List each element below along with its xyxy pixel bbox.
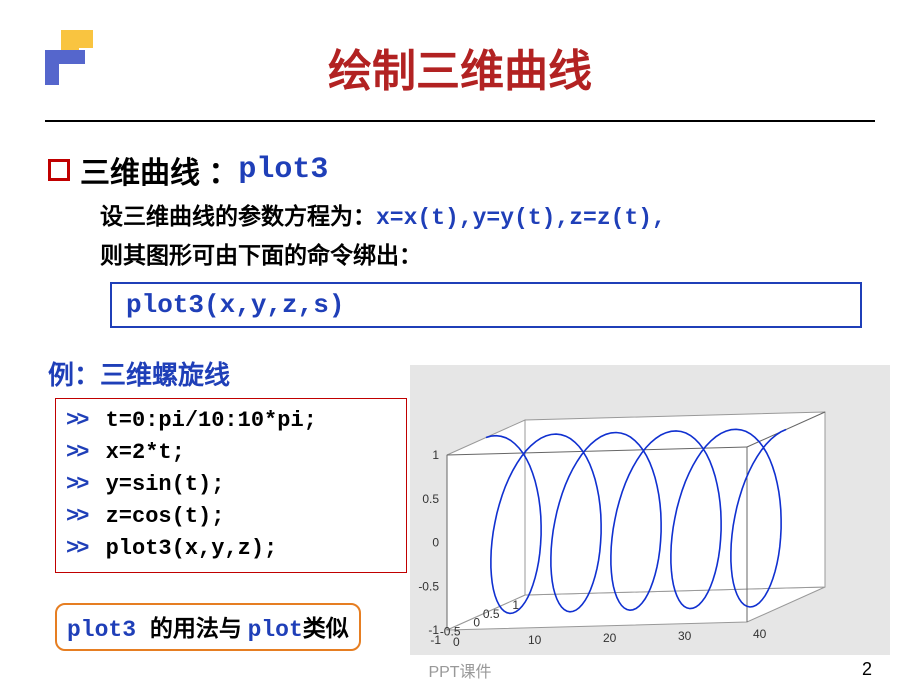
svg-text:1: 1	[512, 598, 519, 612]
syntax-box: plot3(x,y,z,s)	[110, 282, 862, 328]
note-code-2: plot	[248, 617, 303, 643]
svg-text:1: 1	[432, 448, 439, 462]
code-line: >> x=2*t;	[66, 437, 396, 469]
usage-note: plot3 的用法与 plot类似	[55, 603, 361, 651]
code-block: >> t=0:pi/10:10*pi;>> x=2*t;>> y=sin(t);…	[55, 398, 407, 573]
section-bullet: 三维曲线 ： plot3	[48, 148, 328, 192]
svg-text:30: 30	[678, 629, 692, 643]
svg-text:0: 0	[453, 635, 460, 649]
section-code: plot3	[238, 153, 328, 187]
svg-text:0.5: 0.5	[483, 607, 500, 621]
title-divider	[45, 120, 875, 122]
svg-text:0.5: 0.5	[422, 492, 439, 506]
svg-text:10: 10	[528, 633, 542, 647]
svg-text:0: 0	[432, 536, 439, 550]
code-line: >> y=sin(t);	[66, 469, 396, 501]
description-paragraph: 设三维曲线的参数方程为：x=x(t),y=y(t),z=z(t), 则其图形可由…	[100, 198, 666, 274]
bullet-square-icon	[48, 159, 70, 181]
watermark: PPT课件	[0, 658, 920, 682]
para-line2: 则其图形可由下面的命令绑出：	[100, 242, 422, 268]
svg-text:0: 0	[473, 616, 480, 630]
code-line: >> plot3(x,y,z);	[66, 533, 396, 565]
helix-chart: -1-0.500.51-1-0.500.51010203040	[410, 365, 890, 655]
example-label: 例：三维螺旋线	[48, 355, 230, 392]
para-line1-text: 设三维曲线的参数方程为：	[100, 203, 376, 229]
svg-text:-0.5: -0.5	[418, 579, 439, 593]
section-label: 三维曲线 ：	[80, 148, 238, 192]
code-line: >> z=cos(t);	[66, 501, 396, 533]
code-line: >> t=0:pi/10:10*pi;	[66, 405, 396, 437]
svg-text:40: 40	[753, 627, 767, 641]
slide-title: 绘制三维曲线	[0, 35, 920, 99]
page-number: 2	[862, 659, 872, 680]
note-text-2: 类似	[303, 616, 349, 641]
para-line1-code: x=x(t),y=y(t),z=z(t),	[376, 205, 666, 231]
note-code-1: plot3	[67, 617, 150, 643]
note-text-1: 的用法与	[150, 616, 248, 641]
svg-text:20: 20	[603, 631, 617, 645]
